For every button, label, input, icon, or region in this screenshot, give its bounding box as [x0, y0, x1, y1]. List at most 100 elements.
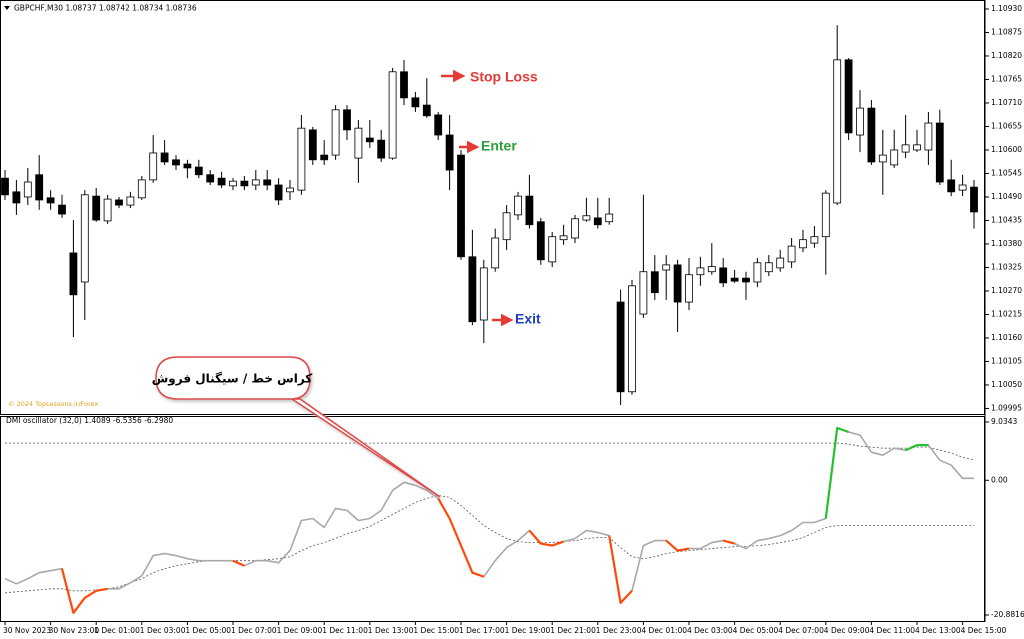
y-tick-label: 1.09995 [991, 403, 1022, 412]
callout-text: کراس خط / سیگنال فروش [152, 372, 313, 387]
candle-body [548, 236, 557, 263]
candle-body [23, 181, 32, 198]
oscillator-line [60, 497, 735, 614]
candle-body [126, 196, 135, 206]
candle-body [559, 235, 568, 241]
y-tick-label: 1.10545 [991, 168, 1022, 177]
x-tick-label: 1 Dec 13:00 [368, 626, 414, 635]
candle-body [240, 180, 249, 187]
x-tick-label: 1 Dec 03:00 [140, 626, 186, 635]
candle-body [468, 256, 477, 323]
x-tick-label: 1 Dec 19:00 [505, 626, 551, 635]
candle-body [149, 152, 158, 181]
candle-body [411, 97, 420, 108]
x-tick-label: 4 Dec 11:00 [869, 626, 915, 635]
stop-loss-label: Stop Loss [470, 69, 538, 85]
candle-body [263, 179, 272, 186]
candle-body [400, 71, 408, 99]
x-tick-label: 4 Dec 13:00 [915, 626, 961, 635]
y-tick-label: 9.0343 [991, 417, 1017, 426]
y-tick-label: 1.10160 [991, 333, 1022, 342]
candle-body [844, 59, 853, 134]
candle-body [331, 109, 340, 156]
candle-body [742, 277, 750, 283]
candle-body [970, 186, 978, 213]
y-tick-label: -20.8816 [991, 610, 1024, 619]
candle-body [491, 237, 500, 269]
x-tick-label: 1 Dec 11:00 [322, 626, 368, 635]
x-tick-label: 1 Dec 15:00 [413, 626, 459, 635]
candle-body [479, 267, 488, 321]
x-tick-label: 1 Dec 23:00 [596, 626, 642, 635]
candle-body [605, 213, 614, 223]
candle-body [821, 192, 830, 238]
candle-body [160, 152, 169, 163]
candle-body [46, 197, 55, 204]
candle-body [354, 127, 363, 159]
candle-body [103, 198, 112, 222]
indicator-title: DMI oscillator (32,0) 1.4089 -6.5356 -6.… [6, 416, 173, 425]
candle-body [457, 154, 465, 258]
candle-body [320, 154, 329, 161]
callout-bubble [155, 356, 441, 498]
y-tick-label: 1.10105 [991, 356, 1022, 365]
candle-body [730, 277, 739, 282]
x-tick-label: 30 Nov 23:00 [49, 626, 100, 635]
candle-body [514, 195, 522, 216]
candle-body [650, 271, 659, 294]
y-tick-label: 1.10600 [991, 145, 1022, 154]
candle-body [924, 122, 933, 151]
candle-body [365, 137, 374, 143]
y-tick-label: 1.10875 [991, 27, 1022, 36]
y-tick-label: 1.10380 [991, 239, 1022, 248]
candle-body [525, 195, 534, 226]
candle-body [422, 104, 431, 117]
candle-body [856, 107, 864, 136]
candle-body [206, 174, 215, 183]
candle-body [958, 184, 967, 191]
candle-body [571, 218, 579, 239]
candle-body [810, 236, 819, 244]
chart-title: GBPCHF,M30 1.08737 1.08742 1.08734 1.087… [14, 4, 197, 13]
candle-body [890, 149, 899, 166]
candle-body [434, 114, 443, 136]
candle-body [308, 129, 317, 161]
exit-label: Exit [515, 311, 541, 327]
y-tick-label: 1.10270 [991, 286, 1022, 295]
candle-body [867, 107, 876, 163]
candle-body [799, 239, 807, 249]
y-tick-label: 1.10765 [991, 74, 1022, 83]
y-tick-label: 1.10490 [991, 192, 1022, 201]
candle-body [901, 144, 910, 153]
candle-body [753, 262, 762, 283]
y-tick-label: 1.10820 [991, 51, 1022, 60]
candle-body [685, 274, 693, 303]
candle-body [707, 266, 716, 273]
x-tick-label: 1 Dec 09:00 [277, 626, 323, 635]
enter-label: Enter [481, 138, 517, 154]
oscillator-panel [0, 416, 985, 622]
candle-body [628, 285, 636, 393]
candle-body [878, 154, 887, 163]
x-tick-label: 1 Dec 07:00 [231, 626, 277, 635]
candle-body [696, 267, 705, 276]
candle-body [388, 71, 397, 159]
candle-body [286, 187, 294, 193]
oscillator-line [824, 426, 929, 519]
candle-body [297, 127, 306, 191]
candle-body [80, 194, 89, 283]
candle-body [719, 267, 728, 284]
candle-body [639, 271, 648, 315]
x-tick-label: 1 Dec 17:00 [459, 626, 505, 635]
x-tick-label: 1 Dec 21:00 [550, 626, 596, 635]
candle-body [445, 134, 454, 171]
y-tick-label: 1.10655 [991, 121, 1022, 130]
menu-arrow[interactable] [4, 6, 10, 10]
candle-body [343, 109, 351, 131]
candle-body [935, 122, 944, 183]
y-tick-label: 1.10930 [991, 4, 1022, 13]
candle-body [593, 217, 602, 226]
candle-body [69, 252, 78, 296]
candle-body [194, 166, 203, 176]
